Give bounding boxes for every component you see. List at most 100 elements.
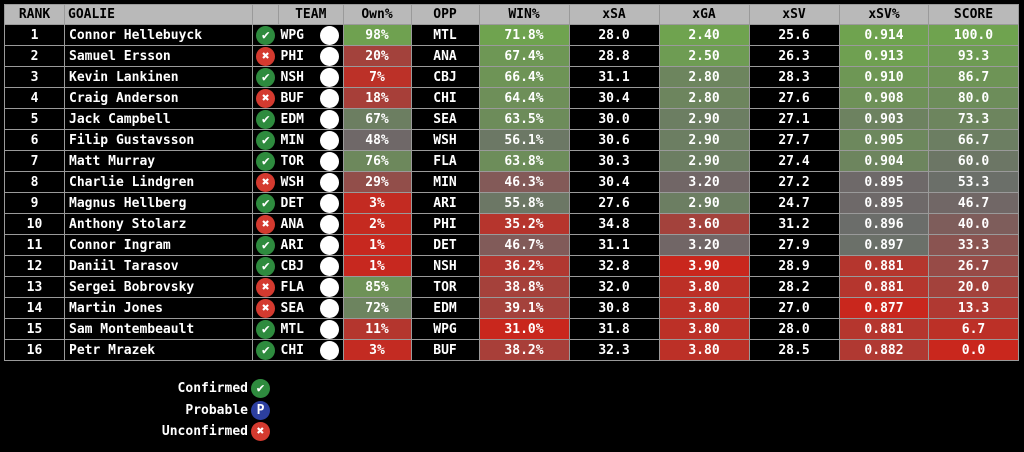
opponent: BUF bbox=[410, 339, 480, 361]
score-value: 20.0 bbox=[928, 276, 1019, 298]
header-opp[interactable]: OPP bbox=[410, 4, 480, 25]
header-win[interactable]: WIN% bbox=[478, 4, 570, 25]
table-row[interactable]: 8 Charlie Lindgren ✖ WSH 29% MIN 46.3% 30.4 3.20… bbox=[4, 171, 930, 193]
win-pct: 31.0% bbox=[478, 318, 570, 340]
opponent: CHI bbox=[410, 87, 480, 109]
xga-value: 2.90 bbox=[658, 129, 750, 151]
xsv-pct: 0.881 bbox=[838, 318, 930, 340]
table-row[interactable]: 6 Filip Gustavsson ✔ MIN 48% WSH 56.1% 30.6 2.90… bbox=[4, 129, 930, 151]
opponent: CBJ bbox=[410, 66, 480, 88]
header-xsa[interactable]: xSA bbox=[568, 4, 660, 25]
header-xsv[interactable]: xSV bbox=[748, 4, 840, 25]
team-logo-cell bbox=[316, 255, 344, 277]
xga-value: 2.80 bbox=[658, 87, 750, 109]
header-team[interactable]: TEAM bbox=[278, 4, 344, 25]
score-row: 33.3 bbox=[928, 234, 1019, 256]
table-row[interactable]: 2 Samuel Ersson ✖ PHI 20% ANA 67.4% 28.8 2.50 26.… bbox=[4, 45, 930, 67]
opponent: EDM bbox=[410, 297, 480, 319]
score-value: 26.7 bbox=[928, 255, 1019, 277]
table-row[interactable]: 10 Anthony Stolarz ✖ ANA 2% PHI 35.2% 34.8 3.60 3… bbox=[4, 213, 930, 235]
score-row: 93.3 bbox=[928, 45, 1019, 67]
opponent: DET bbox=[410, 234, 480, 256]
xsv-pct: 0.904 bbox=[838, 150, 930, 172]
table-row[interactable]: 13 Sergei Bobrovsky ✖ FLA 85% TOR 38.8% 32.0 3.8… bbox=[4, 276, 930, 298]
goalie-name: Sergei Bobrovsky bbox=[64, 276, 253, 298]
check-icon: ✔ bbox=[256, 256, 276, 276]
legend-item-probable: Probable P bbox=[160, 400, 270, 422]
header-goalie[interactable]: GOALIE bbox=[64, 4, 253, 25]
score-value: 60.0 bbox=[928, 150, 1019, 172]
win-pct: 38.2% bbox=[478, 339, 570, 361]
xga-value: 2.90 bbox=[658, 108, 750, 130]
status-legend: Confirmed ✔ Probable P Unconfirmed ✖ bbox=[160, 378, 270, 443]
table-row[interactable]: 11 Connor Ingram ✔ ARI 1% DET 46.7% 31.1 3.20 27.… bbox=[4, 234, 930, 256]
x-icon: ✖ bbox=[256, 214, 276, 234]
xsv-pct: 0.903 bbox=[838, 108, 930, 130]
table-row[interactable]: 5 Jack Campbell ✔ EDM 67% SEA 63.5% 30.0 2.90 27.… bbox=[4, 108, 930, 130]
table-row[interactable]: 16 Petr Mrazek ✔ CHI 3% BUF 38.2% 32.3 3.80 28.5 0… bbox=[4, 339, 930, 361]
goalie-table: RANK GOALIE TEAM Own% OPP WIN% xSA xGA x… bbox=[4, 4, 930, 361]
team-logo-icon bbox=[320, 151, 339, 171]
opponent: WPG bbox=[410, 318, 480, 340]
header-xga[interactable]: xGA bbox=[658, 4, 750, 25]
team-logo-icon bbox=[320, 130, 339, 150]
xga-value: 3.80 bbox=[658, 318, 750, 340]
win-pct: 36.2% bbox=[478, 255, 570, 277]
team-logo-cell bbox=[316, 24, 344, 46]
team-abbr: PHI bbox=[278, 45, 317, 67]
rank-cell: 12 bbox=[4, 255, 65, 277]
win-pct: 67.4% bbox=[478, 45, 570, 67]
win-pct: 63.8% bbox=[478, 150, 570, 172]
team-abbr: SEA bbox=[278, 297, 317, 319]
status-cell: ✖ bbox=[252, 87, 279, 109]
team-logo-cell bbox=[316, 192, 344, 214]
score-row: 6.7 bbox=[928, 318, 1019, 340]
team-logo-icon bbox=[320, 25, 339, 45]
team-logo-icon bbox=[320, 193, 339, 213]
rank-cell: 4 bbox=[4, 87, 65, 109]
xga-value: 3.20 bbox=[658, 171, 750, 193]
status-cell: ✔ bbox=[252, 150, 279, 172]
check-icon: ✔ bbox=[256, 340, 276, 360]
xsv-pct: 0.895 bbox=[838, 192, 930, 214]
own-pct: 76% bbox=[342, 150, 412, 172]
table-row[interactable]: 3 Kevin Lankinen ✔ NSH 7% CBJ 66.4% 31.1 2.80 28.… bbox=[4, 66, 930, 88]
team-logo-cell bbox=[316, 171, 344, 193]
xga-value: 2.90 bbox=[658, 150, 750, 172]
xsv-pct: 0.897 bbox=[838, 234, 930, 256]
score-row: 20.0 bbox=[928, 276, 1019, 298]
team-abbr: NSH bbox=[278, 66, 317, 88]
header-score[interactable]: SCORE bbox=[928, 4, 1019, 25]
win-pct: 63.5% bbox=[478, 108, 570, 130]
table-row[interactable]: 12 Daniil Tarasov ✔ CBJ 1% NSH 36.2% 32.8 3.90 28… bbox=[4, 255, 930, 277]
table-row[interactable]: 15 Sam Montembeault ✔ MTL 11% WPG 31.0% 31.8 3.8… bbox=[4, 318, 930, 340]
win-pct: 56.1% bbox=[478, 129, 570, 151]
team-abbr: MIN bbox=[278, 129, 317, 151]
table-row[interactable]: 4 Craig Anderson ✖ BUF 18% CHI 64.4% 30.4 2.80 27… bbox=[4, 87, 930, 109]
goalie-name: Samuel Ersson bbox=[64, 45, 253, 67]
header-xsvp[interactable]: xSV% bbox=[838, 4, 930, 25]
xga-value: 3.80 bbox=[658, 276, 750, 298]
goalie-name: Charlie Lindgren bbox=[64, 171, 253, 193]
header-status bbox=[252, 4, 279, 25]
score-value: 93.3 bbox=[928, 45, 1019, 67]
team-logo-cell bbox=[316, 276, 344, 298]
header-own[interactable]: Own% bbox=[342, 4, 412, 25]
legend-label: Confirmed bbox=[177, 381, 248, 397]
team-logo-icon bbox=[320, 46, 339, 66]
team-logo-cell bbox=[316, 297, 344, 319]
team-logo-icon bbox=[320, 235, 339, 255]
team-logo-icon bbox=[320, 340, 339, 360]
status-cell: ✔ bbox=[252, 234, 279, 256]
goalie-name: Daniil Tarasov bbox=[64, 255, 253, 277]
table-row[interactable]: 1 Connor Hellebuyck ✔ WPG 98% MTL 71.8% 28.0 2.4… bbox=[4, 24, 930, 46]
score-row: 100.0 bbox=[928, 24, 1019, 46]
header-rank[interactable]: RANK bbox=[4, 4, 65, 25]
table-row[interactable]: 9 Magnus Hellberg ✔ DET 3% ARI 55.8% 27.6 2.90 24… bbox=[4, 192, 930, 214]
probable-icon: P bbox=[251, 400, 270, 420]
rank-cell: 9 bbox=[4, 192, 65, 214]
xsv-value: 28.2 bbox=[748, 276, 840, 298]
table-row[interactable]: 14 Martin Jones ✖ SEA 72% EDM 39.1% 30.8 3.80 27.… bbox=[4, 297, 930, 319]
score-value: 100.0 bbox=[928, 24, 1019, 46]
table-row[interactable]: 7 Matt Murray ✔ TOR 76% FLA 63.8% 30.3 2.90 27.4 0… bbox=[4, 150, 930, 172]
